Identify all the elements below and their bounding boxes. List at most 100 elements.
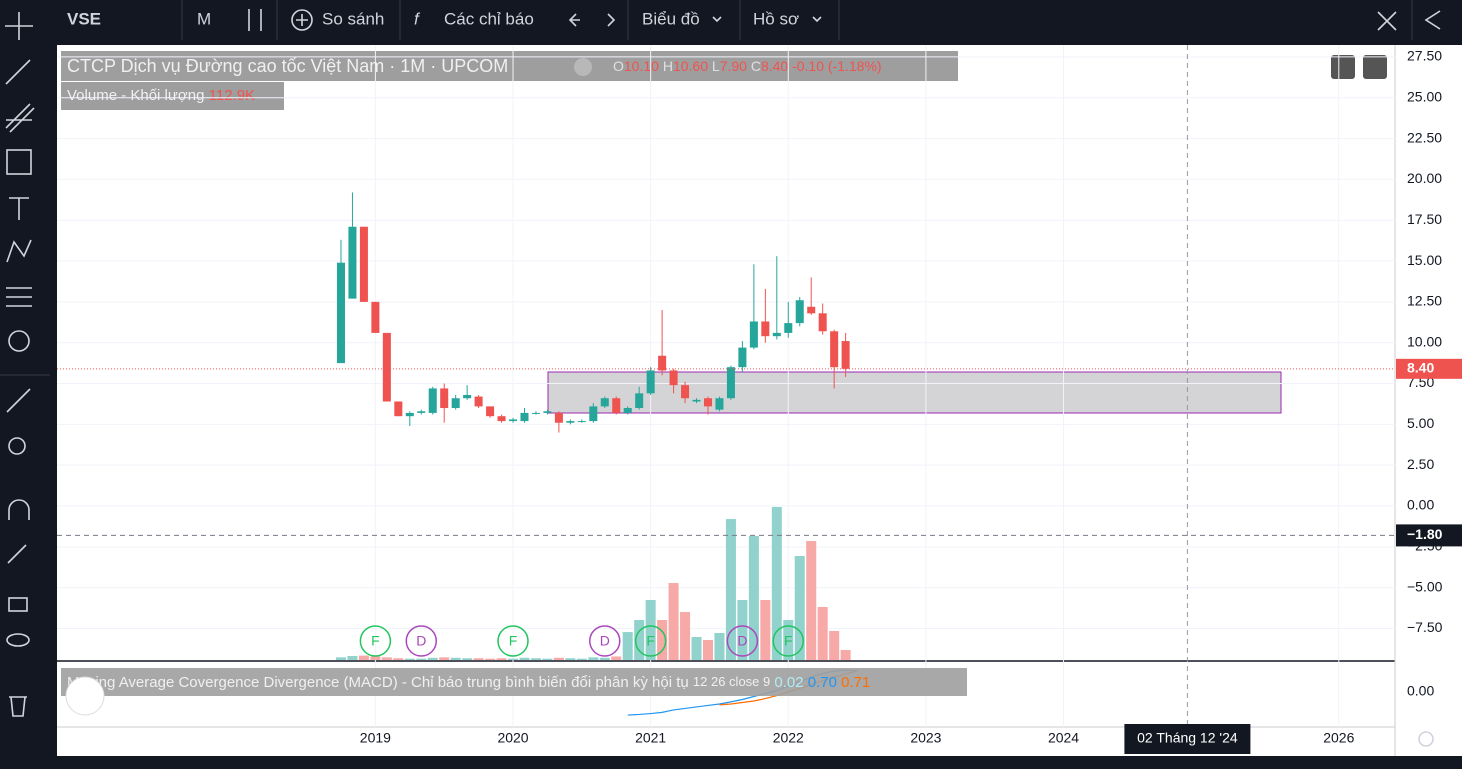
volume-bar bbox=[806, 540, 817, 660]
line-tool[interactable] bbox=[5, 59, 31, 85]
pattern-tool[interactable] bbox=[6, 239, 32, 263]
drawn-rectangle[interactable] bbox=[547, 371, 1282, 414]
o-label: O bbox=[613, 58, 624, 74]
candle-body bbox=[749, 321, 758, 348]
volume-bar bbox=[771, 507, 782, 660]
chevron bbox=[812, 16, 822, 23]
emoji-tool[interactable] bbox=[8, 330, 30, 352]
candle-body bbox=[818, 313, 827, 332]
prediction-tool[interactable] bbox=[6, 287, 32, 307]
volume-bar bbox=[840, 650, 851, 660]
lock-draw-tool[interactable] bbox=[7, 544, 27, 564]
candle-body bbox=[658, 355, 667, 371]
volume-bar bbox=[725, 519, 736, 660]
y-tick-label: 12.50 bbox=[1407, 293, 1442, 309]
candle-body bbox=[635, 393, 644, 409]
last-price-tag bbox=[1396, 358, 1462, 379]
symbol[interactable]: VSE bbox=[67, 9, 101, 28]
visibility-tool[interactable] bbox=[6, 633, 30, 647]
undo[interactable] bbox=[568, 13, 580, 27]
candle-body bbox=[405, 412, 414, 417]
l: 7.90 bbox=[720, 58, 747, 74]
y-tick-label: 25.00 bbox=[1407, 88, 1442, 104]
volume-bar bbox=[496, 658, 507, 660]
shape-tool[interactable] bbox=[6, 149, 32, 175]
redo[interactable] bbox=[607, 13, 616, 27]
candle-body bbox=[726, 367, 735, 399]
event-marker bbox=[726, 625, 759, 657]
event-marker bbox=[772, 625, 805, 657]
candle-body bbox=[440, 388, 449, 409]
fullscreen[interactable] bbox=[1377, 11, 1397, 31]
candle-body bbox=[428, 388, 437, 413]
volume-bar bbox=[519, 657, 530, 660]
volume-bar bbox=[680, 612, 691, 660]
event-marker-label: D bbox=[600, 633, 610, 649]
candle-body bbox=[463, 394, 472, 399]
h: 10.60 bbox=[673, 58, 708, 74]
volume-bar bbox=[370, 656, 381, 660]
y-tick-label: 20.00 bbox=[1407, 170, 1442, 186]
volume-bar bbox=[358, 655, 369, 660]
volume-bar bbox=[416, 658, 427, 660]
interval[interactable]: M bbox=[197, 9, 211, 28]
compare-button[interactable]: So sánh bbox=[322, 9, 384, 28]
logo[interactable] bbox=[65, 676, 105, 716]
left-toolbar[interactable] bbox=[5, 12, 35, 717]
profile-menu[interactable]: Hồ sơ bbox=[753, 9, 799, 28]
compare-plus bbox=[296, 14, 308, 26]
x-tick-label: 2019 bbox=[360, 730, 391, 746]
chart-type-icon[interactable] bbox=[248, 9, 262, 31]
l-label: L bbox=[712, 58, 720, 74]
measure-tool[interactable] bbox=[6, 388, 31, 413]
indicators-button[interactable]: Các chỉ báo bbox=[444, 9, 534, 28]
scroll-button[interactable] bbox=[1331, 55, 1355, 79]
x-tick-label: 2021 bbox=[635, 730, 666, 746]
event-marker-label: D bbox=[416, 633, 426, 649]
x-tick-label: 2024 bbox=[1048, 730, 1079, 746]
candle-body bbox=[543, 411, 552, 413]
zoom-tool[interactable] bbox=[8, 437, 26, 455]
candle-body bbox=[359, 226, 368, 302]
macd-legend: Moving Average Covergence Divergence (MA… bbox=[67, 674, 870, 691]
volume-bar bbox=[439, 657, 450, 660]
compare-icon[interactable] bbox=[291, 9, 313, 31]
candle-body bbox=[566, 421, 575, 423]
text-tool[interactable] bbox=[9, 197, 29, 220]
delete-tool[interactable] bbox=[9, 696, 27, 717]
volume-bar bbox=[393, 658, 404, 660]
share[interactable] bbox=[1424, 10, 1441, 30]
macd-value: 0.70 bbox=[808, 674, 837, 691]
macd-legend-bg bbox=[61, 668, 967, 696]
volume-bar bbox=[427, 657, 438, 660]
fib-tool[interactable] bbox=[5, 103, 35, 133]
chart-menu[interactable]: Biểu đồ bbox=[642, 9, 700, 28]
event-marker bbox=[589, 625, 621, 657]
y-tick-label: 0.00 bbox=[1407, 497, 1434, 513]
x-tick-label: 2022 bbox=[773, 730, 804, 746]
volume-bar bbox=[794, 556, 805, 660]
volume-bar bbox=[450, 657, 461, 660]
candle-body bbox=[382, 332, 391, 402]
legend-toggle[interactable] bbox=[574, 58, 592, 76]
volume-bar bbox=[783, 620, 794, 660]
crosshair-tool[interactable] bbox=[5, 12, 33, 40]
settings[interactable] bbox=[1418, 731, 1434, 747]
lock-tool[interactable] bbox=[8, 597, 28, 612]
candle-body bbox=[451, 398, 460, 409]
candle-body bbox=[497, 416, 506, 422]
event-marker bbox=[405, 625, 438, 657]
candle-body bbox=[807, 306, 816, 314]
event-marker-label: F bbox=[646, 633, 655, 649]
volume-bar bbox=[553, 657, 564, 660]
crosshair-price-tag bbox=[1396, 524, 1462, 547]
reset-button[interactable] bbox=[1363, 55, 1387, 79]
candle-body bbox=[612, 398, 621, 413]
y-tick-label: 17.50 bbox=[1407, 211, 1442, 227]
fx-icon[interactable]: f bbox=[414, 9, 421, 28]
c-label: C bbox=[751, 58, 761, 74]
candle-body bbox=[692, 399, 701, 402]
magnet-tool[interactable] bbox=[8, 499, 30, 520]
volume-bar bbox=[748, 536, 759, 660]
volume-bar bbox=[599, 657, 610, 660]
